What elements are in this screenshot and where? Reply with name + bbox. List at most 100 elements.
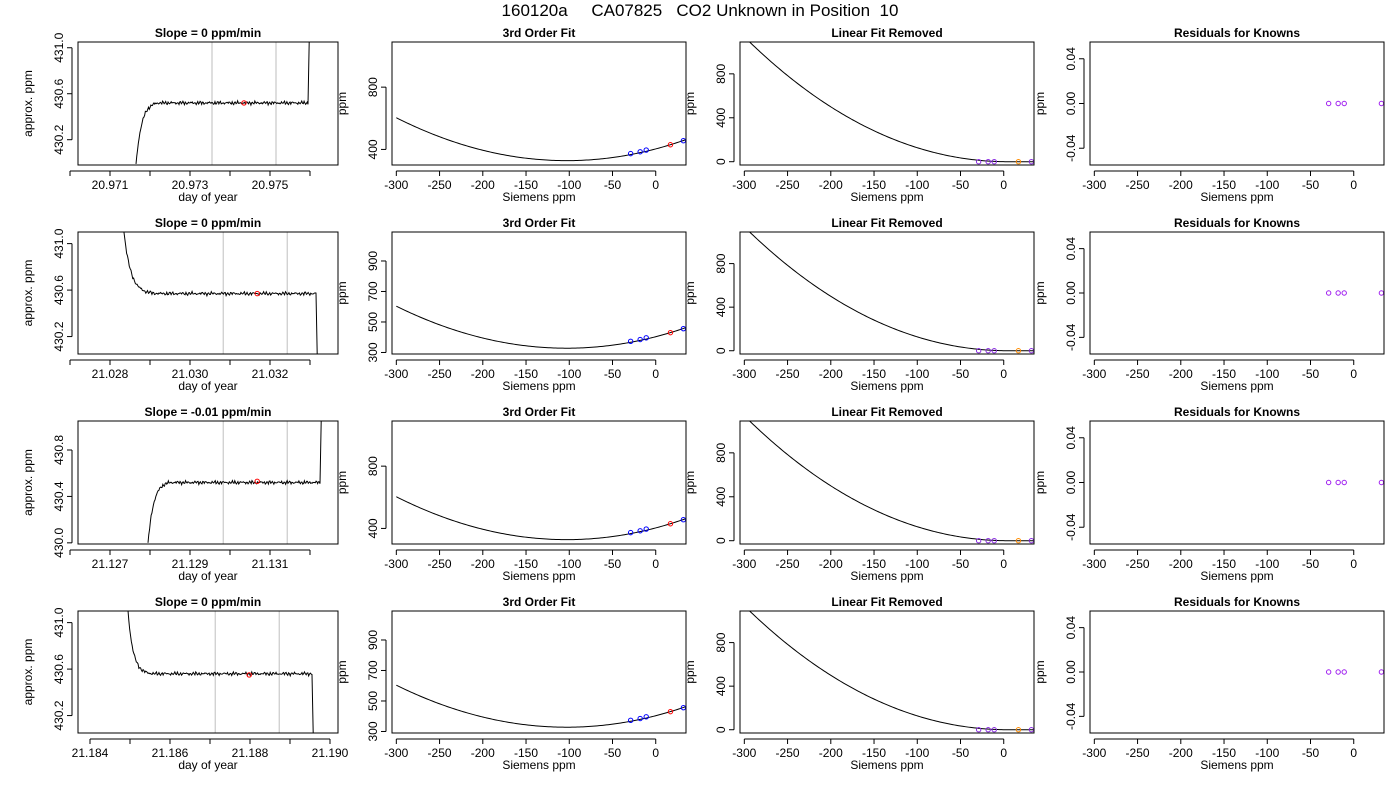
x-tick-label: -150 xyxy=(862,367,886,381)
x-tick-label: -300 xyxy=(732,367,756,381)
x-tick-label: -300 xyxy=(384,178,408,192)
x-tick-label: 0 xyxy=(1350,367,1357,381)
x-tick-label: 0 xyxy=(1000,178,1007,192)
x-axis-label: Siemens ppm xyxy=(502,758,575,772)
y-tick-label: 400 xyxy=(714,297,728,317)
x-tick-label: -100 xyxy=(905,746,929,760)
known-standard-point xyxy=(627,529,634,536)
y-tick-label: 800 xyxy=(714,64,728,84)
plot-frame xyxy=(391,420,687,545)
known-standard-point xyxy=(975,348,982,354)
known-standard-point xyxy=(975,727,982,733)
x-tick-label: -300 xyxy=(732,178,756,192)
y-tick-label: 900 xyxy=(366,251,380,271)
unknown-sample-point xyxy=(1015,727,1022,733)
known-standard-point xyxy=(637,528,643,534)
known-standard-point xyxy=(985,159,991,165)
x-tick-label: -200 xyxy=(471,367,495,381)
y-axis-label: approx. ppm xyxy=(21,260,35,327)
x-tick-label: -200 xyxy=(471,746,495,760)
x-tick-label: -150 xyxy=(1212,367,1236,381)
y-axis-label: ppm xyxy=(683,92,697,115)
x-tick-label: -150 xyxy=(514,178,538,192)
x-tick-label: 21.188 xyxy=(232,746,269,760)
x-tick-label: -50 xyxy=(604,746,622,760)
y-tick-label: 0.00 xyxy=(1064,91,1078,115)
known-standard-point xyxy=(643,147,649,153)
x-tick-label: -250 xyxy=(776,367,800,381)
known-standard-point xyxy=(991,538,997,544)
y-tick-label: 800 xyxy=(714,253,728,273)
unknown-sample-point xyxy=(1015,538,1022,544)
x-tick-label: -300 xyxy=(1082,557,1106,571)
known-standard-point xyxy=(643,526,649,532)
x-axis-label: Siemens ppm xyxy=(502,190,575,204)
known-standard-point xyxy=(627,338,634,345)
x-axis-label: day of year xyxy=(178,758,237,772)
x-tick-label: -50 xyxy=(604,557,622,571)
plot-frame xyxy=(77,420,339,545)
panel-title: Residuals for Knowns xyxy=(1174,595,1300,609)
y-tick-label: 400 xyxy=(366,139,380,159)
x-tick-label: -250 xyxy=(428,557,452,571)
y-tick-label: 300 xyxy=(366,342,380,362)
unknown-sample-point xyxy=(1015,159,1022,165)
x-axis-label: day of year xyxy=(178,379,237,393)
panel-title: Slope = 0 ppm/min xyxy=(155,26,261,40)
x-tick-label: 0 xyxy=(1350,746,1357,760)
x-tick-label: -200 xyxy=(1169,178,1193,192)
analyzer-trace xyxy=(135,42,310,164)
x-axis-label: Siemens ppm xyxy=(1200,569,1273,583)
x-axis-label: Siemens ppm xyxy=(502,569,575,583)
y-tick-label: 0 xyxy=(714,537,728,544)
y-tick-label: 430.2 xyxy=(52,700,66,730)
y-axis-label: ppm xyxy=(1033,471,1047,494)
analyzer-trace xyxy=(123,232,318,354)
x-axis-label: Siemens ppm xyxy=(850,758,923,772)
x-tick-label: -50 xyxy=(952,367,970,381)
x-tick-label: -100 xyxy=(557,746,581,760)
unknown-sample-point xyxy=(1015,348,1022,354)
x-tick-label: -250 xyxy=(1126,746,1150,760)
y-tick-label: -0.04 xyxy=(1064,323,1078,351)
analyzer-trace xyxy=(127,611,314,733)
known-standard-point xyxy=(1325,479,1332,486)
y-tick-label: 500 xyxy=(366,312,380,332)
x-tick-label: -200 xyxy=(819,557,843,571)
y-axis-label: ppm xyxy=(335,471,349,494)
x-tick-label: 21.127 xyxy=(92,557,129,571)
x-axis-label: Siemens ppm xyxy=(502,379,575,393)
x-axis-label: Siemens ppm xyxy=(1200,758,1273,772)
x-tick-label: -300 xyxy=(384,367,408,381)
fit-curve xyxy=(396,117,686,162)
y-tick-label: 431.0 xyxy=(52,32,66,62)
y-axis-label: ppm xyxy=(1033,660,1047,683)
x-tick-label: 0 xyxy=(652,746,659,760)
plot-frame xyxy=(1089,420,1385,545)
panel-3-3: Linear Fit Removed -300 -250 -200 -150 -100 -5… xyxy=(683,405,1035,583)
panel-title: Residuals for Knowns xyxy=(1174,26,1300,40)
x-tick-label: -50 xyxy=(952,746,970,760)
panel-2-3: Linear Fit Removed -300 -250 -200 -150 -100 -5… xyxy=(683,216,1035,393)
known-standard-point xyxy=(637,715,643,722)
y-axis-label: ppm xyxy=(1033,92,1047,115)
mean-point xyxy=(254,290,260,297)
x-tick-label: -150 xyxy=(1212,746,1236,760)
y-tick-label: 300 xyxy=(366,721,380,741)
known-standard-point xyxy=(1325,100,1332,107)
y-axis-label: ppm xyxy=(683,281,697,304)
x-tick-label: -150 xyxy=(1212,178,1236,192)
unknown-sample-point xyxy=(667,708,674,715)
y-axis-label: approx. ppm xyxy=(21,70,35,137)
mean-point xyxy=(246,672,252,678)
x-tick-label: 21.030 xyxy=(172,367,209,381)
x-tick-label: -250 xyxy=(1126,557,1150,571)
known-standard-point xyxy=(1335,100,1341,107)
y-axis-label: ppm xyxy=(683,660,697,683)
y-tick-label: 400 xyxy=(366,518,380,538)
fit-curve xyxy=(396,305,686,349)
known-standard-point xyxy=(1335,290,1341,296)
y-tick-label: -0.04 xyxy=(1064,513,1078,541)
x-tick-label: 21.131 xyxy=(252,557,289,571)
x-tick-label: -100 xyxy=(1255,367,1279,381)
